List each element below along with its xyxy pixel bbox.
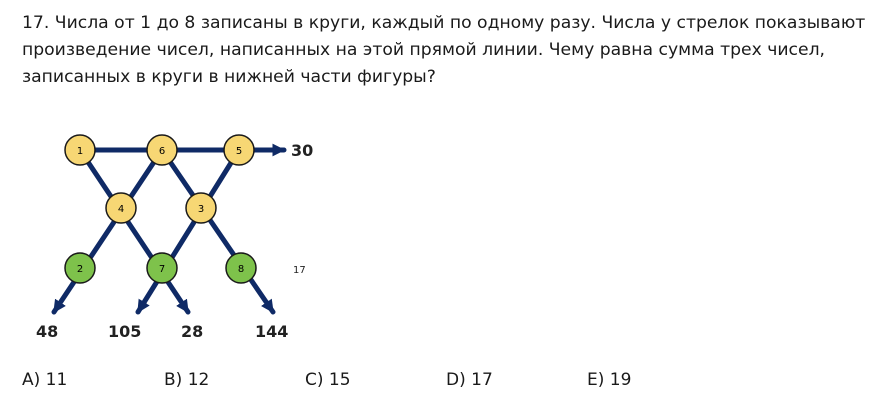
answer-option-e[interactable]: E) 19 xyxy=(587,370,632,390)
circle-top-middle-value: 6 xyxy=(159,146,165,157)
question-line-1: 17. Числа от 1 до 8 записаны в круги, ка… xyxy=(22,13,866,33)
product-top-row: 30 xyxy=(291,141,313,160)
circle-mid-left-value: 4 xyxy=(118,204,124,215)
answer-option-d[interactable]: D) 17 xyxy=(446,370,493,390)
product-bottom-4: 144 xyxy=(255,322,288,341)
circle-mid-right: 3 xyxy=(185,192,217,224)
circle-bottom-middle: 7 xyxy=(146,252,178,284)
circle-bottom-middle-value: 7 xyxy=(159,264,165,275)
figure-lines xyxy=(51,143,287,315)
diagonal-line-48 xyxy=(51,147,165,315)
circle-top-right-value: 5 xyxy=(236,146,242,157)
circle-bottom-left-value: 2 xyxy=(77,264,83,275)
question-text: 17. Числа от 1 до 8 записаны в круги, ка… xyxy=(22,10,866,91)
product-bottom-3: 28 xyxy=(181,322,203,341)
diagonal-line-28 xyxy=(77,147,191,315)
circle-top-right: 5 xyxy=(223,134,255,166)
circle-bottom-right-value: 8 xyxy=(238,264,244,275)
product-bottom-2: 105 xyxy=(108,322,141,341)
answer-option-a[interactable]: A) 11 xyxy=(22,370,68,390)
circle-top-left: 1 xyxy=(64,134,96,166)
answer-option-c[interactable]: C) 15 xyxy=(305,370,351,390)
circle-top-middle: 6 xyxy=(146,134,178,166)
circle-bottom-left: 2 xyxy=(64,252,96,284)
answer-options: A) 11 B) 12 C) 15 D) 17 E) 19 xyxy=(22,370,862,398)
diagonal-line-144 xyxy=(159,147,276,315)
question-line-3: записанных в круги в нижней части фигуры… xyxy=(22,67,436,87)
question-line-2: произведение чисел, написанных на этой п… xyxy=(22,40,826,60)
aside-number: 17 xyxy=(293,265,306,276)
circle-top-left-value: 1 xyxy=(77,146,83,157)
circle-mid-left: 4 xyxy=(105,192,137,224)
circle-mid-right-value: 3 xyxy=(198,204,204,215)
circle-bottom-right: 8 xyxy=(225,252,257,284)
diagonal-line-105 xyxy=(135,147,242,315)
answer-option-b[interactable]: B) 12 xyxy=(164,370,210,390)
product-bottom-1: 48 xyxy=(36,322,58,341)
